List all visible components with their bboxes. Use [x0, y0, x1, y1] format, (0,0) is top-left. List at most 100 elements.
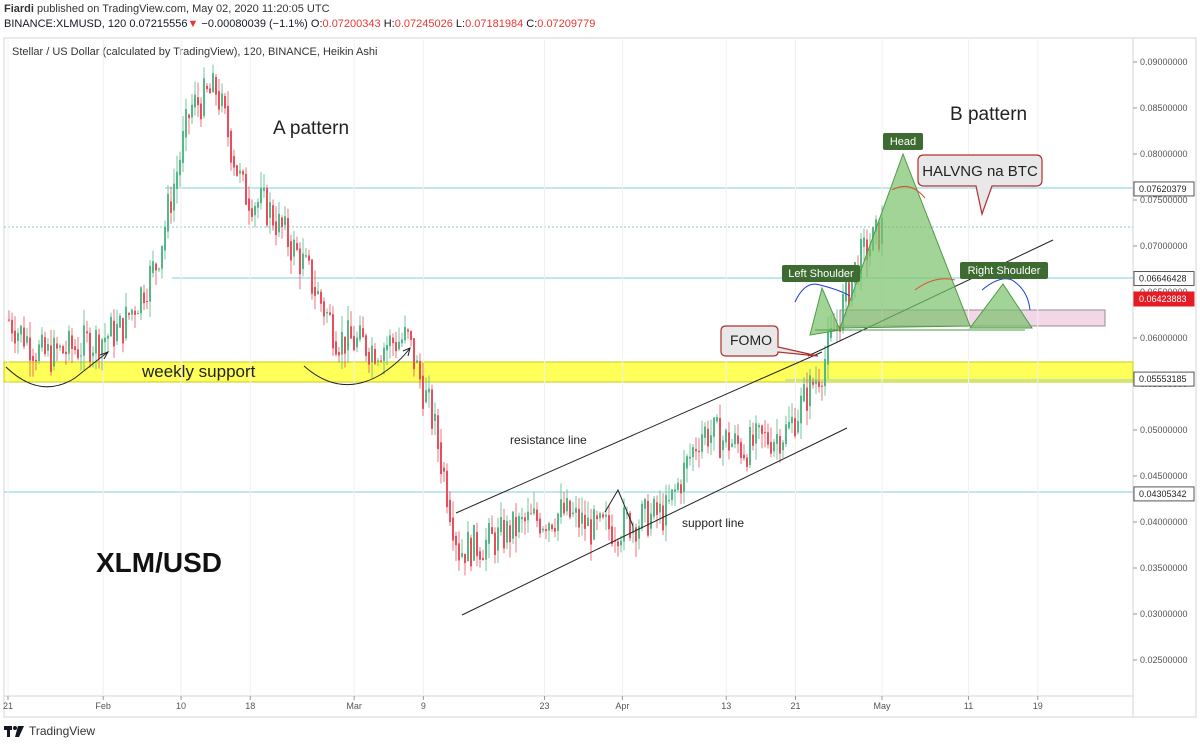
price-label-box: [1133, 291, 1195, 307]
candle-body: [77, 349, 79, 359]
candle-body: [803, 384, 805, 402]
candle-body: [770, 442, 772, 454]
candle-body: [218, 91, 220, 110]
candle-body: [83, 325, 85, 356]
candle-body: [422, 375, 424, 409]
candle-body: [602, 514, 604, 518]
candle-body: [407, 329, 409, 332]
candle-body: [488, 523, 490, 544]
candle-body: [173, 183, 175, 211]
candle-body: [41, 334, 43, 348]
candle-body: [467, 531, 469, 562]
price-tick-label: 0.08000000: [1140, 149, 1188, 159]
candle-body: [206, 85, 208, 90]
candle-body: [62, 346, 64, 354]
candle-body: [242, 171, 244, 175]
candle-body: [755, 423, 757, 444]
footer-brand[interactable]: TradingView: [29, 724, 96, 738]
candle-body: [743, 454, 745, 459]
candle-body: [86, 331, 88, 334]
candle-body: [92, 352, 94, 357]
candle-body: [401, 339, 403, 344]
price-label-box: [1133, 371, 1195, 387]
price-chart[interactable]: Stellar / US Dollar (calculated by Tradi…: [0, 36, 1200, 718]
candle-body: [437, 415, 439, 450]
candle-body: [149, 265, 151, 302]
fomo-callout: [720, 325, 819, 357]
candle-body: [452, 517, 454, 541]
candle-body: [365, 335, 367, 357]
candle-body: [26, 336, 28, 343]
candle-body: [104, 337, 106, 343]
price-axis[interactable]: 0.09000000 0.08500000 0.08000000 0.07500000…: [1133, 57, 1195, 665]
drawings-layer: [5, 152, 1054, 616]
zigzag-line: [604, 488, 634, 527]
candle-body: [704, 426, 706, 438]
candle-body: [800, 395, 802, 424]
time-axis[interactable]: 21 Feb 10 18 Mar 9 23 Apr 13 21 May 11 19: [3, 696, 1043, 711]
candle-body: [764, 432, 766, 434]
a-left-curve: [5, 351, 109, 388]
author-name[interactable]: Fiardi: [4, 3, 34, 15]
a-right-curve: [303, 347, 411, 386]
candle-body: [371, 345, 373, 363]
candle-body: [101, 339, 103, 354]
candle-body: [482, 558, 484, 561]
candle-body: [821, 385, 823, 387]
candle-body: [29, 337, 31, 361]
left-shoulder-arrow: [794, 283, 851, 303]
candle-body: [620, 540, 622, 546]
candle-body: [248, 198, 250, 211]
candle-body: [761, 425, 763, 434]
candle-body: [311, 259, 313, 294]
candle-body: [23, 327, 25, 347]
candle-body: [593, 509, 595, 540]
candle-body: [848, 282, 850, 306]
time-tick-label: 18: [245, 701, 255, 711]
a-pattern-label: A pattern: [273, 118, 349, 139]
candle-body: [539, 518, 541, 534]
candle-body: [410, 331, 412, 340]
candle-body: [395, 342, 397, 352]
candle-body: [47, 343, 49, 351]
candle-body: [392, 337, 394, 344]
candle-body: [824, 358, 826, 387]
candle-body: [686, 456, 688, 469]
candle-body: [698, 450, 700, 453]
candle-body: [737, 435, 739, 444]
candle-body: [632, 525, 634, 534]
candle-body: [515, 516, 517, 537]
candle-body: [746, 457, 748, 467]
candle-body: [308, 255, 310, 261]
candle-body: [434, 413, 436, 421]
candle-body: [758, 425, 760, 428]
close-value: 0.07209779: [537, 18, 596, 30]
candle-body: [605, 514, 607, 517]
candle-body: [182, 131, 184, 163]
candle-body: [668, 499, 670, 502]
tradingview-logo-icon: [4, 726, 24, 737]
candle-body: [767, 432, 769, 445]
candle-body: [647, 500, 649, 536]
candle-body: [404, 326, 406, 341]
candle-body: [485, 539, 487, 560]
weekly-support-zone: [3, 361, 1134, 383]
resistance-trendline: [455, 351, 823, 514]
candle-body: [842, 294, 844, 331]
candle-body: [782, 442, 784, 451]
candle-body: [827, 331, 829, 365]
candle-body: [263, 187, 265, 191]
candle-body: [581, 512, 583, 524]
high-label: H:: [383, 18, 395, 30]
candle-body: [113, 320, 115, 347]
candle-body: [569, 500, 571, 518]
publisher-line: Fiardi published on TradingView.com, May…: [4, 3, 330, 15]
price-label-text: 0.06646428: [1139, 274, 1187, 284]
candle-body: [503, 520, 505, 549]
candle-body: [659, 503, 661, 513]
halving-callout: [917, 154, 1043, 217]
candle-body: [260, 187, 262, 204]
candle-body: [314, 286, 316, 296]
candle-body: [14, 330, 16, 344]
candle-body: [512, 511, 514, 539]
